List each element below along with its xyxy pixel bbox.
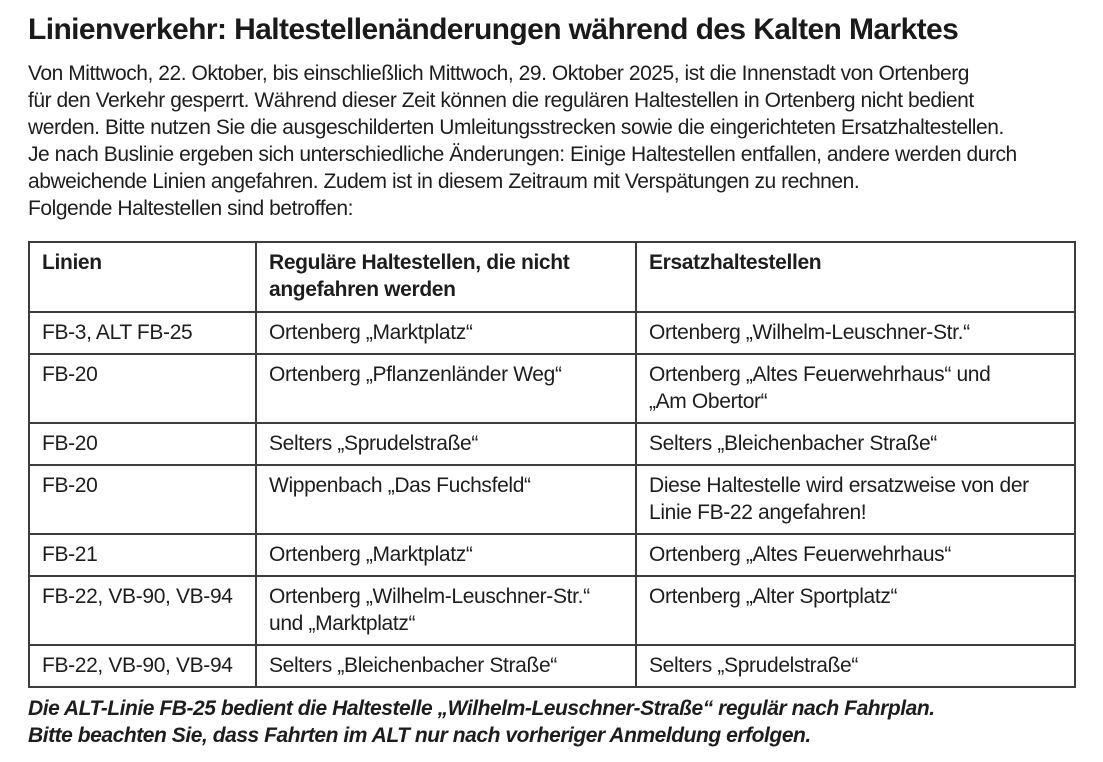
cell-lines: FB-20 [28,353,257,424]
intro-line: abweichende Linien angefahren. Zudem ist… [28,170,860,193]
cell-lines: FB-22, VB-90, VB-94 [28,644,257,688]
table-row: FB-22, VB-90, VB-94 Selters „Bleichenbac… [28,644,1076,688]
cell-regular-stop: Wippenbach „Das Fuchsfeld“ [255,464,637,535]
stops-table: Linien Reguläre Haltestellen, die nicht … [28,241,1076,688]
cell-replacement-stop: Ortenberg „Altes Feuerwehrhaus“ und „Am … [635,353,1076,424]
table-row: FB-20 Selters „Sprudelstraße“ Selters „B… [28,422,1076,466]
cell-lines: FB-22, VB-90, VB-94 [28,575,257,646]
page-title: Linienverkehr: Haltestellenänderungen wä… [28,13,959,46]
footnote: Die ALT-Linie FB-25 bedient die Halteste… [28,695,1075,749]
cell-replacement-stop: Diese Haltestelle wird ersatzweise von d… [635,464,1076,535]
table-row: FB-21 Ortenberg „Marktplatz“ Ortenberg „… [28,533,1076,577]
cell-lines: FB-20 [28,422,257,466]
header-regular-stops: Reguläre Haltestellen, die nicht angefah… [255,241,637,313]
table-row: FB-20 Wippenbach „Das Fuchsfeld“ Diese H… [28,464,1076,535]
intro-line: Von Mittwoch, 22. Oktober, bis einschlie… [28,62,969,85]
cell-replacement-stop: Ortenberg „Alter Sportplatz“ [635,575,1076,646]
footnote-line: Bitte beachten Sie, dass Fahrten im ALT … [28,724,811,747]
footnote-line: Die ALT-Linie FB-25 bedient die Halteste… [28,697,935,720]
cell-regular-stop: Selters „Bleichenbacher Straße“ [255,644,637,688]
cell-regular-stop: Ortenberg „Pflanzenländer Weg“ [255,353,637,424]
table-row: FB-3, ALT FB-25 Ortenberg „Marktplatz“ O… [28,311,1076,355]
cell-replacement-stop: Selters „Sprudelstraße“ [635,644,1076,688]
cell-lines: FB-20 [28,464,257,535]
intro-line: Je nach Buslinie ergeben sich unterschie… [28,143,1017,166]
cell-regular-stop: Ortenberg „Wilhelm-Leuschner-Str.“ und „… [255,575,637,646]
table-header-row: Linien Reguläre Haltestellen, die nicht … [28,241,1076,313]
table-row: FB-20 Ortenberg „Pflanzenländer Weg“ Ort… [28,353,1076,424]
intro-line: Folgende Haltestellen sind betroffen: [28,197,354,220]
cell-replacement-stop: Ortenberg „Altes Feuerwehrhaus“ [635,533,1076,577]
intro-line: für den Verkehr gesperrt. Während dieser… [28,89,974,112]
cell-regular-stop: Ortenberg „Marktplatz“ [255,311,637,355]
cell-lines: FB-3, ALT FB-25 [28,311,257,355]
cell-replacement-stop: Selters „Bleichenbacher Straße“ [635,422,1076,466]
cell-regular-stop: Selters „Sprudelstraße“ [255,422,637,466]
cell-lines: FB-21 [28,533,257,577]
cell-replacement-stop: Ortenberg „Wilhelm-Leuschner-Str.“ [635,311,1076,355]
header-replacement-stops: Ersatzhaltestellen [635,241,1076,313]
intro-line: werden. Bitte nutzen Sie die ausgeschild… [28,116,1004,139]
intro-paragraph: Von Mittwoch, 22. Oktober, bis einschlie… [28,60,1075,222]
table-row: FB-22, VB-90, VB-94 Ortenberg „Wilhelm-L… [28,575,1076,646]
cell-regular-stop: Ortenberg „Marktplatz“ [255,533,637,577]
header-linien: Linien [28,241,257,313]
